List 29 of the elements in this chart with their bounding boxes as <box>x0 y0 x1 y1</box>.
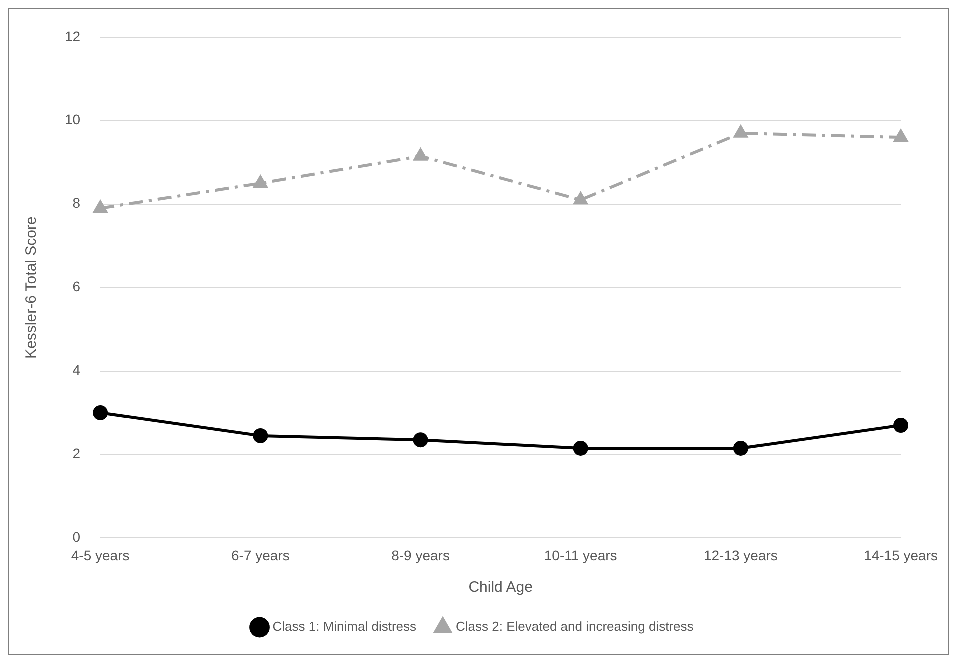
legend-label: Class 2: Elevated and increasing distress <box>456 619 694 634</box>
x-tick-label: 10-11 years <box>544 547 618 564</box>
y-tick-label: 12 <box>64 28 81 44</box>
x-tick-label: 6-7 years <box>231 547 290 564</box>
point <box>413 432 428 448</box>
x-axis-title: Child Age <box>468 579 533 596</box>
x-tick-label: 14-15 years <box>864 547 938 564</box>
point <box>93 406 108 420</box>
point <box>254 176 268 188</box>
x-tick-label: 4-5 years <box>71 547 130 564</box>
legend-label: Class 1: Minimal distress <box>272 619 418 634</box>
point <box>733 440 748 456</box>
y-axis-title: Kessler-6 Total Score <box>23 216 40 359</box>
y-tick-label: 8 <box>72 195 81 212</box>
y-tick-label: 0 <box>72 529 81 546</box>
point <box>894 130 908 142</box>
y-tick-label: 2 <box>72 446 81 462</box>
point <box>734 126 748 138</box>
point <box>573 440 588 456</box>
y-tick-label: 10 <box>64 112 81 128</box>
point <box>253 428 268 444</box>
x-tick-label: 8-9 years <box>392 547 450 564</box>
x-tick-label: 12-13 years <box>704 547 778 564</box>
point <box>414 148 428 161</box>
point <box>94 201 108 214</box>
point <box>894 418 909 434</box>
point <box>574 192 588 205</box>
y-tick-label: 6 <box>72 278 81 295</box>
y-tick-label: 4 <box>72 362 81 378</box>
